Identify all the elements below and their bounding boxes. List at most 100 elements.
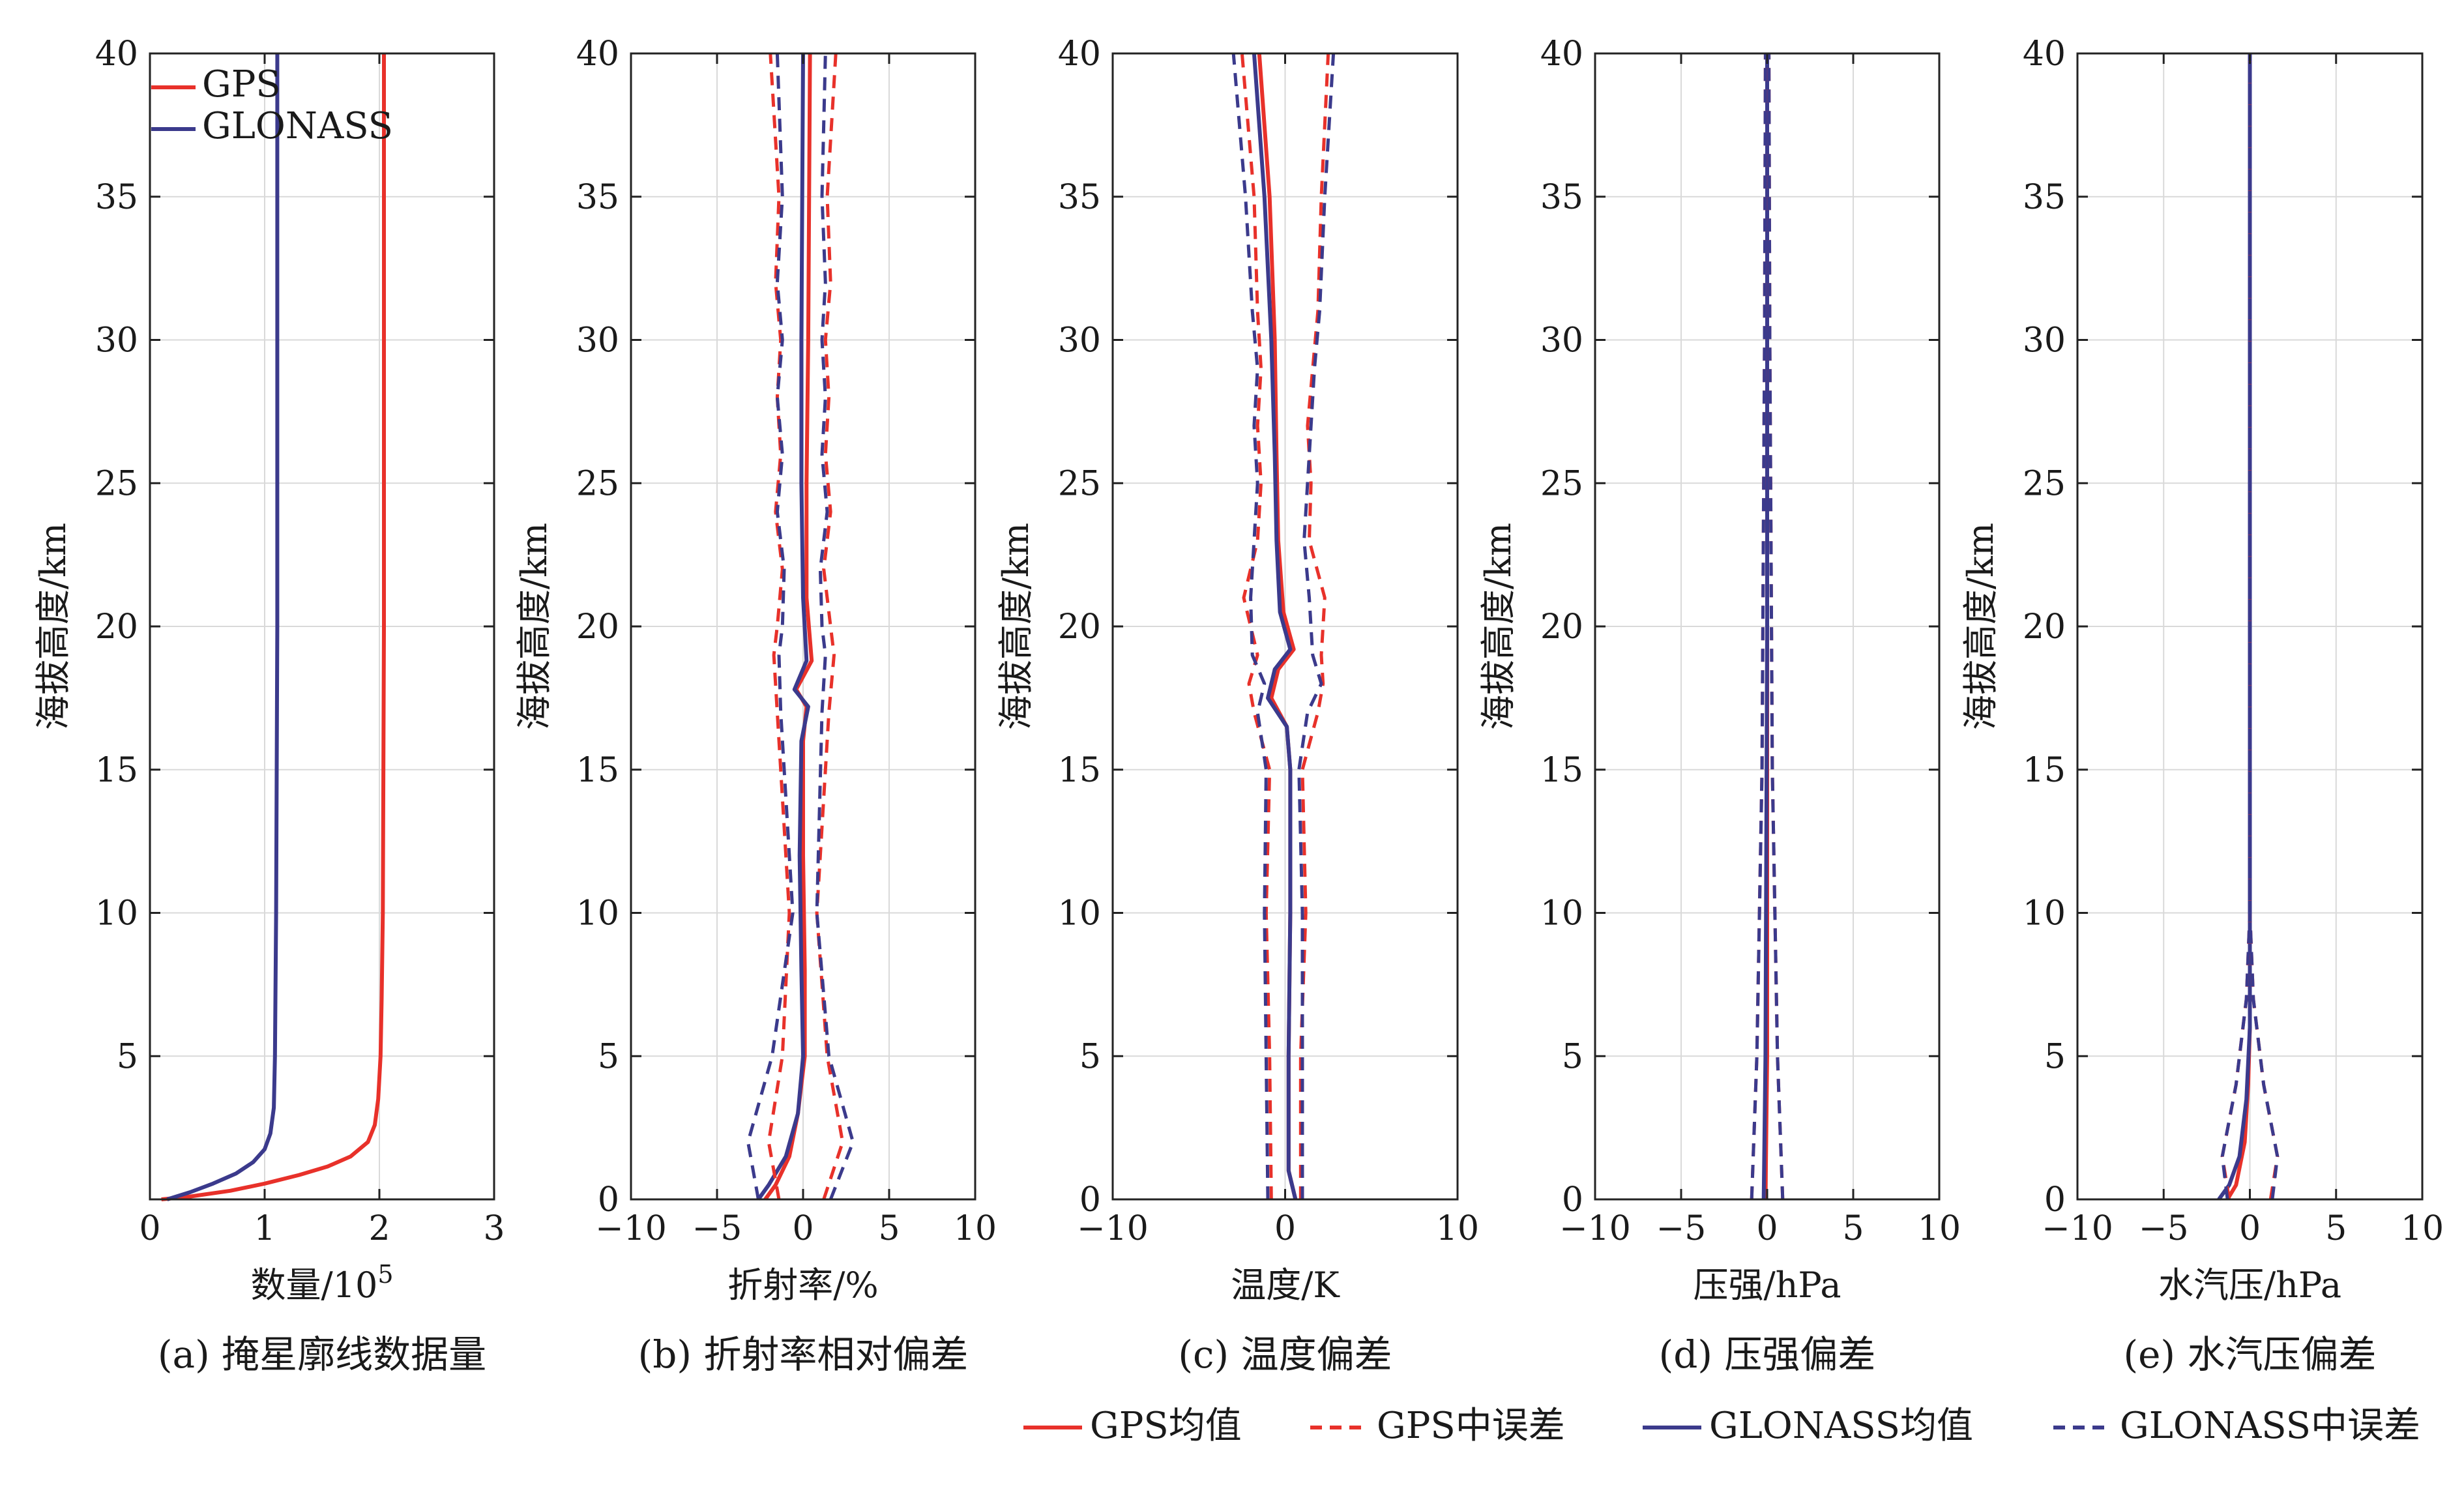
- x-tick-label: 10: [954, 1209, 997, 1248]
- y-tick-label: 10: [1540, 894, 1583, 933]
- x-axis-label-text: 水汽压/hPa: [2158, 1265, 2341, 1306]
- y-tick-label: 25: [95, 464, 138, 503]
- panel-caption: (a) 掩星廓线数据量: [158, 1332, 486, 1377]
- x-tick-label: −10: [1077, 1209, 1149, 1248]
- y-tick-label: 30: [1058, 321, 1101, 360]
- panel-caption: (b) 折射率相对偏差: [638, 1332, 969, 1377]
- y-tick-label: 30: [95, 321, 138, 360]
- dashed-series-line-glonass: [1767, 53, 1785, 1200]
- y-tick-label: 40: [1540, 35, 1583, 74]
- y-tick-label: 30: [1540, 321, 1583, 360]
- x-tick-label: 0: [1756, 1209, 1778, 1248]
- x-axis-label-superscript: 5: [377, 1260, 393, 1289]
- y-tick-label: 10: [95, 894, 138, 933]
- y-tick-label: 25: [576, 464, 619, 503]
- y-tick-label: 20: [2023, 608, 2066, 647]
- x-axis-label: 水汽压/hPa: [2158, 1265, 2341, 1306]
- x-tick-label: 10: [1918, 1209, 1961, 1248]
- solid-series-line-glonass: [1252, 53, 1298, 1200]
- y-tick-label: 40: [1058, 35, 1101, 74]
- y-tick-label: 10: [2023, 894, 2066, 933]
- x-axis-label: 温度/K: [1231, 1265, 1340, 1306]
- x-tick-label: −5: [1656, 1209, 1707, 1248]
- inner-legend-label: GLONASS: [202, 105, 393, 147]
- legend-label: GPS中误差: [1377, 1405, 1565, 1447]
- solid-series-line-glonass: [1761, 53, 1769, 1200]
- y-tick-label: 5: [117, 1037, 138, 1076]
- x-tick-label: 0: [2239, 1209, 2261, 1248]
- y-tick-label: 5: [1562, 1037, 1583, 1076]
- x-tick-label: 5: [1842, 1209, 1864, 1248]
- y-tick-label: 15: [1058, 751, 1101, 790]
- dashed-series-line-glonass: [815, 53, 855, 1200]
- x-tick-label: −10: [595, 1209, 667, 1248]
- y-tick-label: 40: [2023, 35, 2066, 74]
- dashed-series-line-glonass: [2248, 53, 2280, 1200]
- panel-caption: (d) 压强偏差: [1659, 1332, 1876, 1377]
- x-tick-label: 1: [254, 1209, 275, 1248]
- y-tick-label: 0: [1562, 1180, 1583, 1220]
- dashed-series-line-gps: [1298, 53, 1330, 1199]
- x-tick-label: 0: [139, 1209, 160, 1248]
- y-tick-label: 20: [95, 608, 138, 647]
- x-tick-label: −5: [692, 1209, 742, 1248]
- y-tick-label: 25: [1540, 464, 1583, 503]
- x-axis-label-text: 温度/K: [1231, 1265, 1340, 1306]
- y-axis-label: 海拔高度/km: [33, 523, 74, 730]
- y-axis-label: 海拔高度/km: [1960, 523, 2001, 730]
- legend-label: GLONASS中误差: [2120, 1405, 2420, 1447]
- y-tick-label: 40: [95, 35, 138, 74]
- y-axis-label: 海拔高度/km: [1478, 523, 1519, 730]
- y-tick-label: 25: [2023, 464, 2066, 503]
- y-tick-label: 40: [576, 35, 619, 74]
- y-tick-label: 10: [576, 894, 619, 933]
- x-tick-label: −10: [2042, 1209, 2113, 1248]
- panel-d: −10 −5 0 5 10 0 5 10 15 20 25 30 35 40 压强/hPa 海拔高度/km (d…: [1478, 35, 1961, 1377]
- x-axis-label: 数量/105: [250, 1260, 393, 1306]
- y-tick-label: 25: [1058, 464, 1101, 503]
- solid-series-line-glonass: [756, 53, 810, 1201]
- solid-series-line-glonass: [166, 53, 280, 1201]
- y-tick-label: 35: [1540, 178, 1583, 217]
- x-tick-label: 3: [483, 1209, 505, 1248]
- y-tick-label: 15: [576, 751, 619, 790]
- x-tick-label: 5: [2325, 1209, 2347, 1248]
- y-tick-label: 10: [1058, 894, 1101, 933]
- y-tick-label: 35: [576, 178, 619, 217]
- dashed-series-line-glonass: [1231, 53, 1270, 1200]
- dashed-series-line-glonass: [746, 53, 795, 1200]
- x-tick-label: −10: [1559, 1209, 1631, 1248]
- x-tick-label: −5: [2139, 1209, 2189, 1248]
- x-tick-label: 10: [2401, 1209, 2444, 1248]
- y-tick-label: 35: [1058, 178, 1101, 217]
- y-tick-label: 35: [2023, 178, 2066, 217]
- x-tick-label: 5: [878, 1209, 900, 1248]
- x-tick-label: 0: [1274, 1209, 1296, 1248]
- y-tick-label: 20: [1540, 608, 1583, 647]
- x-tick-label: 10: [1436, 1209, 1479, 1248]
- y-tick-label: 15: [1540, 751, 1583, 790]
- y-tick-label: 0: [598, 1180, 619, 1220]
- panel-caption: (e) 水汽压偏差: [2123, 1332, 2376, 1377]
- panel-e: −10 −5 0 5 10 0 5 10 15 20 25 30 35 40 水汽压/hPa 海拔高度/km (…: [1960, 35, 2444, 1377]
- x-tick-label: 2: [368, 1209, 390, 1248]
- panel-caption: (c) 温度偏差: [1178, 1332, 1392, 1377]
- dashed-series-line-glonass: [1297, 53, 1336, 1199]
- panel-b: −10 −5 0 5 10 0 5 10 15 20 25 30 35 40 折射率/% 海拔高度/km (b)…: [514, 35, 997, 1377]
- legend-label: GPS均值: [1090, 1405, 1242, 1447]
- y-axis-label: 海拔高度/km: [514, 523, 555, 730]
- y-axis-label: 海拔高度/km: [995, 523, 1036, 730]
- x-axis-label-text: 压强/hPa: [1693, 1265, 1841, 1306]
- inner-legend-label: GPS: [202, 63, 281, 106]
- x-axis-label: 折射率/%: [727, 1265, 879, 1306]
- y-tick-label: 5: [598, 1037, 619, 1076]
- dashed-series-line-gps: [1240, 53, 1273, 1200]
- y-tick-label: 5: [1079, 1037, 1101, 1076]
- y-tick-label: 30: [2023, 321, 2066, 360]
- y-tick-label: 30: [576, 321, 619, 360]
- y-tick-label: 15: [2023, 751, 2066, 790]
